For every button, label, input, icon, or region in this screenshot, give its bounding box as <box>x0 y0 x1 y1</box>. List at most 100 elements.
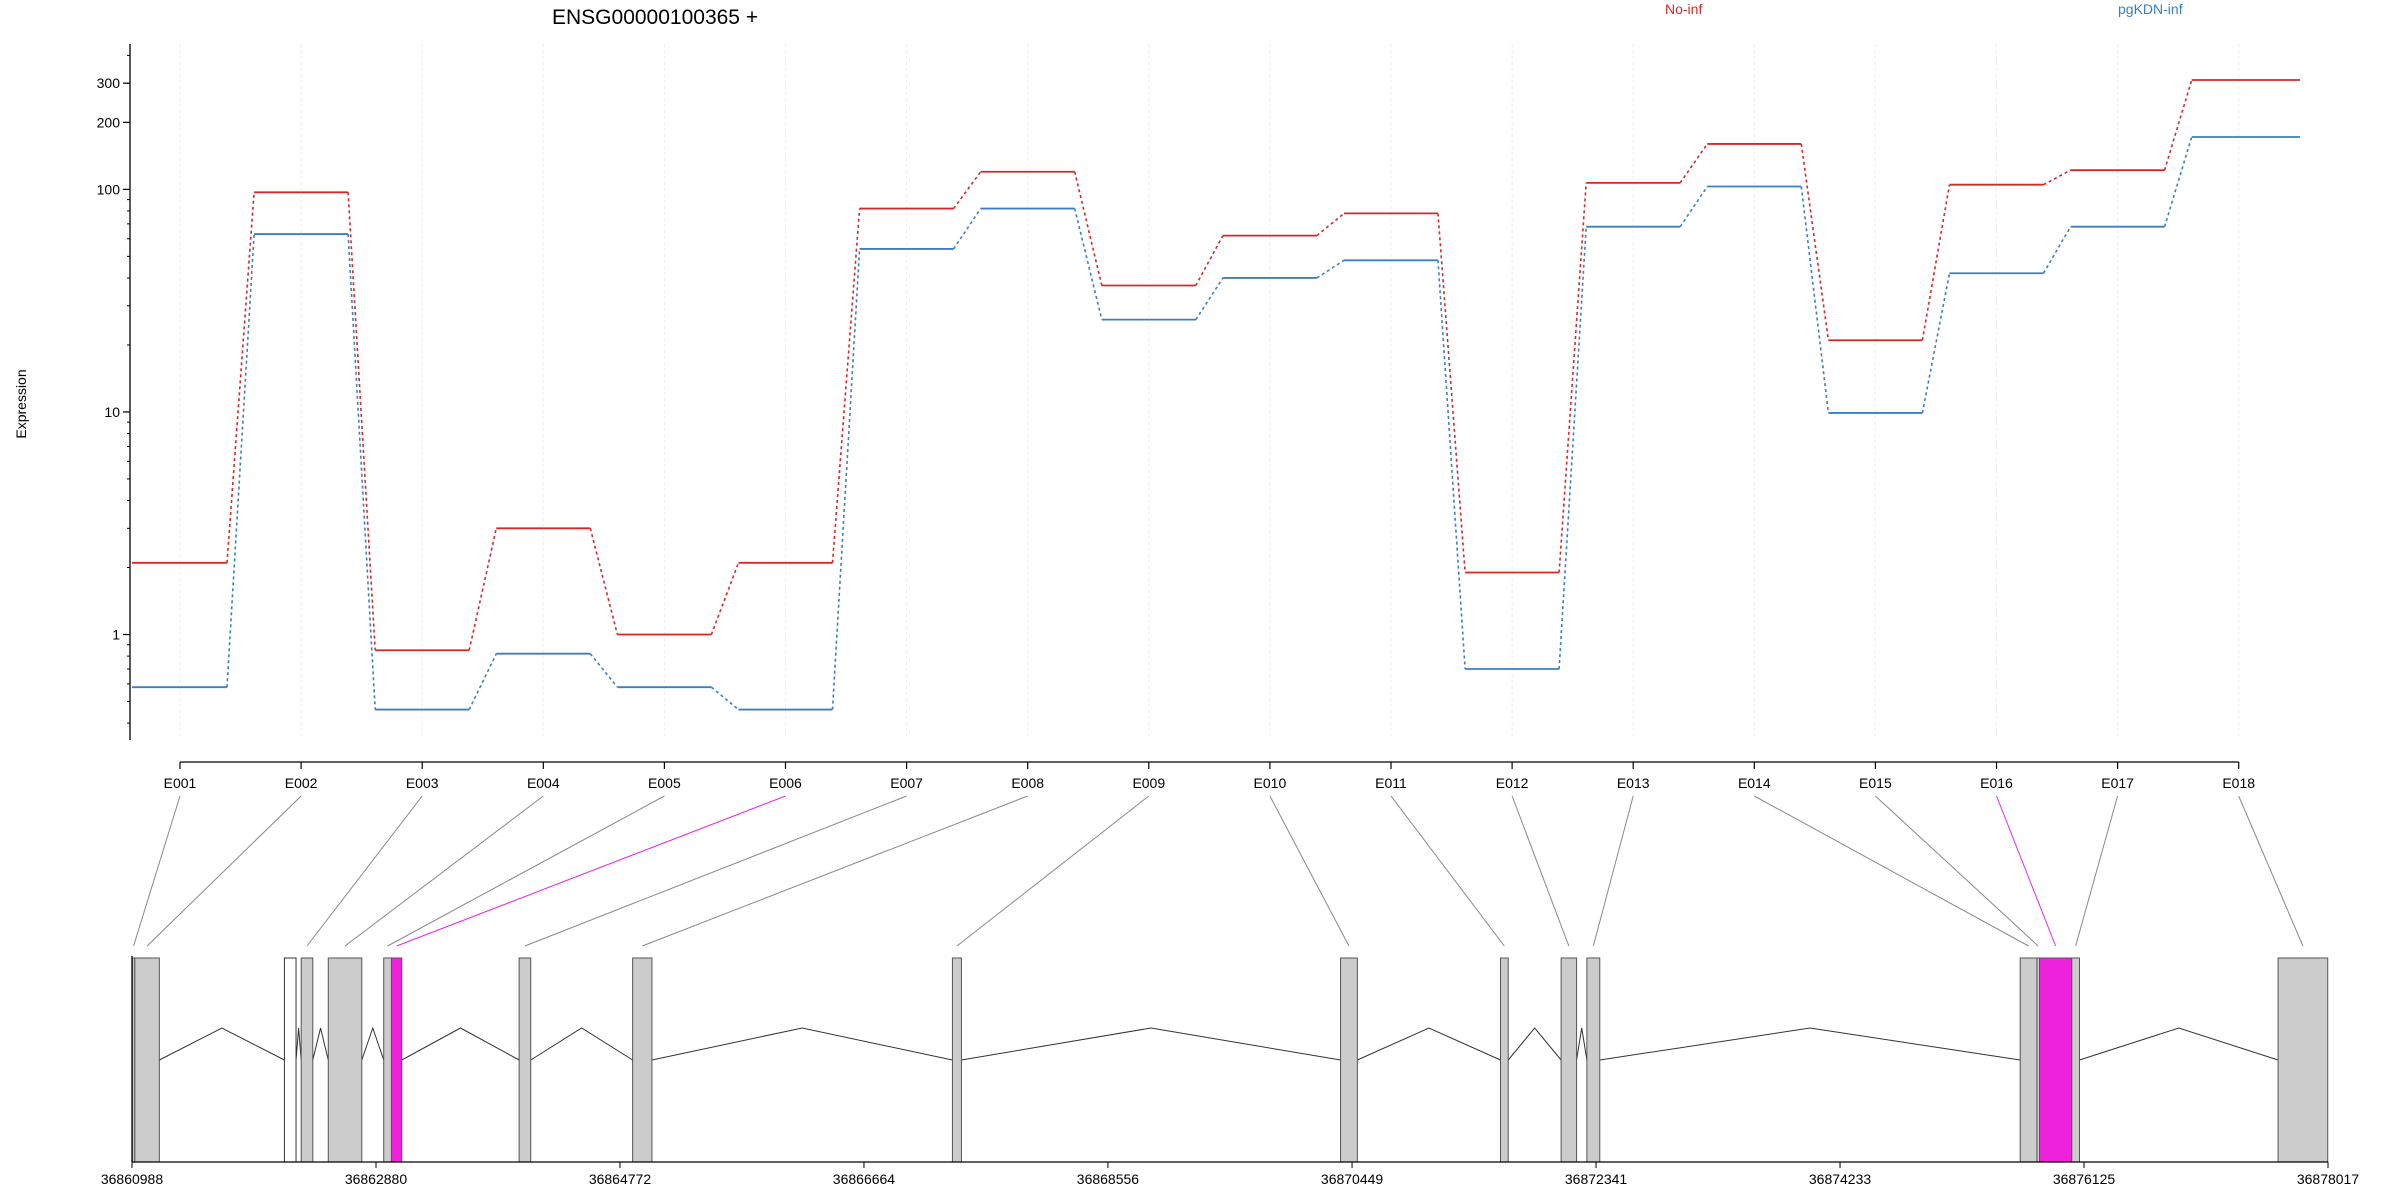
exon-unassigned <box>283 957 297 1163</box>
connector-E005 <box>387 795 665 947</box>
x-tick-label: E002 <box>285 775 318 791</box>
series-transition <box>226 233 255 688</box>
connector-E011 <box>1390 795 1505 947</box>
y-axis: 1 10 100 200 300 <box>97 44 131 740</box>
x-tick-label: E018 <box>2222 775 2255 791</box>
y-tick-label: 100 <box>97 181 121 197</box>
x-tick-label: E017 <box>2101 775 2134 791</box>
series-transition <box>347 234 376 710</box>
x-tick-label: E003 <box>406 775 439 791</box>
connector-E006 <box>396 795 786 947</box>
intron <box>1599 1027 2021 1061</box>
x-tick-label: E004 <box>527 775 560 791</box>
x-tick-label: E006 <box>769 775 802 791</box>
exon-E007 <box>518 957 532 1163</box>
series-transition <box>1800 143 1830 341</box>
y-tick-label: 1 <box>112 627 120 643</box>
exon-E009 <box>951 957 962 1163</box>
coord-tick-label: 36870449 <box>1321 1171 1384 1187</box>
series-transition <box>1558 226 1587 670</box>
series-transition <box>1679 143 1708 184</box>
exon-E010 <box>1340 957 1358 1163</box>
intron <box>401 1027 520 1061</box>
y-tick-label: 300 <box>97 75 121 91</box>
series-transition <box>2043 169 2071 186</box>
intron <box>1357 1027 1501 1061</box>
series-transition <box>1921 273 1951 414</box>
exon-E006 <box>390 957 403 1163</box>
series-transition <box>710 686 740 711</box>
exon-E016 <box>2039 957 2073 1163</box>
connector-E003 <box>306 795 423 947</box>
x-tick-label: E016 <box>1980 775 2013 791</box>
connector-E004 <box>344 795 544 947</box>
x-tick-label: E015 <box>1859 775 1892 791</box>
series-transition <box>952 171 982 210</box>
series-transition <box>1437 260 1466 670</box>
exon-E011 <box>1499 957 1509 1163</box>
connector-E010 <box>1269 795 1350 947</box>
x-tick-label: E013 <box>1617 775 1650 791</box>
coord-tick-label: 36866664 <box>833 1171 896 1187</box>
exon-E012 <box>1560 957 1578 1163</box>
y-axis-label: Expression <box>13 369 29 438</box>
connector-E015 <box>1875 795 2039 947</box>
coord-tick-label: 36878017 <box>2297 1171 2360 1187</box>
connector-E008 <box>642 795 1028 947</box>
exon-E014 <box>2019 957 2038 1163</box>
connector-E014 <box>1754 795 2029 947</box>
y-tick-label: 200 <box>97 114 121 130</box>
series-transition <box>952 208 982 250</box>
intron <box>295 1027 302 1061</box>
series-transition <box>2163 79 2193 171</box>
exon-E008 <box>632 957 653 1163</box>
series-transition <box>1195 235 1224 286</box>
series-transition <box>1800 186 1830 414</box>
connector-E012 <box>1511 795 1570 947</box>
series-transition <box>347 192 376 651</box>
series-transition <box>226 192 255 563</box>
series-transition <box>1437 213 1466 573</box>
coord-tick-label: 36860988 <box>101 1171 164 1187</box>
intron <box>530 1027 633 1061</box>
x-tick-label: E014 <box>1738 775 1771 791</box>
intron <box>2079 1027 2279 1061</box>
series-transition <box>1921 184 1951 341</box>
gene-model <box>131 957 2329 1163</box>
intron <box>651 1027 953 1061</box>
chart-title: ENSG00000100365 + <box>552 6 758 29</box>
grid-lines <box>179 44 2240 736</box>
exon-E018 <box>2277 957 2329 1163</box>
series-transition <box>468 653 498 710</box>
coord-tick-label: 36874233 <box>1809 1171 1872 1187</box>
coord-tick-label: 36864772 <box>589 1171 652 1187</box>
intron <box>361 1026 385 1061</box>
x-tick-label: E009 <box>1132 775 1165 791</box>
series-No-inf <box>132 79 2300 652</box>
exon-E002 <box>134 957 160 1163</box>
series-layer <box>132 79 2300 711</box>
x-tick-label: E012 <box>1496 775 1529 791</box>
series-transition <box>1316 259 1345 279</box>
series-transition <box>468 528 498 651</box>
coord-tick-label: 36876125 <box>2053 1171 2116 1187</box>
intron <box>961 1027 1341 1061</box>
coord-tick-label: 36868556 <box>1077 1171 1140 1187</box>
legend-pgkdn-inf: pgKDN-inf <box>2118 1 2183 17</box>
series-transition <box>589 528 619 635</box>
connector-E017 <box>2075 795 2119 947</box>
series-transition <box>831 208 861 563</box>
connector-E002 <box>146 795 302 947</box>
x-tick-label: E001 <box>164 775 197 791</box>
series-transition <box>1316 212 1345 237</box>
genomic-coordinate-axis: 36860988 36862880 36864772 36866664 36868556… <box>101 956 2360 1187</box>
exon-E003 <box>300 957 314 1163</box>
series-transition <box>1195 277 1224 321</box>
series-transition <box>710 562 740 635</box>
x-tick-label: E010 <box>1254 775 1287 791</box>
exon-E013 <box>1586 957 1601 1163</box>
series-transition <box>1679 186 1708 228</box>
exon-E004 <box>327 957 363 1163</box>
series-transition <box>1558 182 1587 573</box>
